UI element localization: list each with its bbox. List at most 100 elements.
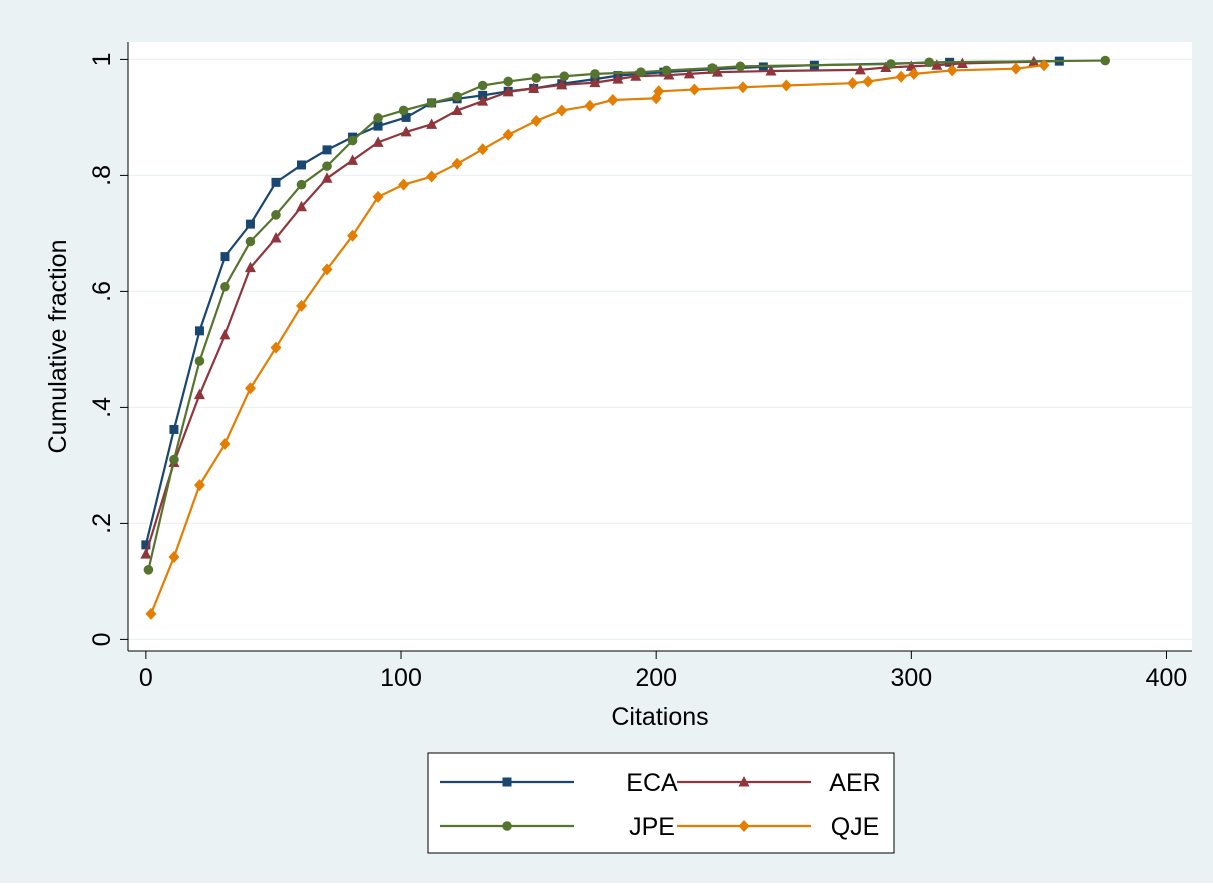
plot-area (128, 42, 1192, 651)
data-point (531, 73, 542, 83)
legend-item-eca: ECA (440, 769, 678, 797)
data-point (908, 67, 920, 80)
data-point (931, 59, 943, 70)
data-point (780, 79, 792, 92)
data-point (373, 113, 383, 123)
data-point (630, 70, 642, 81)
legend-label: AER (829, 769, 880, 797)
grid-lines (128, 58, 1192, 641)
data-point (688, 83, 700, 96)
data-point (607, 94, 619, 106)
data-point (194, 356, 205, 366)
data-point (372, 190, 384, 203)
axes: 0 100 200 300 400 0 .2 .4 .6 .8 1 (88, 42, 1192, 692)
data-point (220, 252, 230, 262)
data-point (556, 78, 568, 90)
data-point (711, 66, 723, 77)
series-qje (145, 59, 1050, 620)
legend-item-jpe: JPE (440, 813, 675, 841)
data-point (244, 382, 256, 395)
data-point (661, 65, 672, 76)
data-point (270, 341, 282, 354)
data-point (1100, 55, 1111, 66)
data-point (219, 437, 231, 450)
data-point (321, 172, 333, 183)
data-point (502, 85, 514, 97)
data-point (503, 76, 513, 87)
series-jpe (143, 55, 1111, 575)
data-point (590, 69, 600, 79)
y-tick-label: .2 (88, 513, 116, 534)
data-point (612, 73, 624, 84)
data-point (477, 95, 489, 106)
data-point (556, 104, 568, 117)
y-tick-label: .6 (88, 281, 116, 302)
data-point (477, 80, 488, 91)
data-point (193, 479, 205, 492)
data-point (270, 232, 282, 243)
data-point (502, 128, 514, 141)
data-point (854, 63, 866, 75)
data-point (452, 91, 462, 102)
data-point (271, 210, 281, 220)
x-tick-label: 0 (139, 664, 153, 692)
data-point (765, 65, 777, 76)
data-point (886, 59, 896, 69)
legend-item-aer: AER (677, 769, 881, 797)
data-point (924, 57, 934, 68)
data-point (559, 71, 570, 82)
data-point (168, 551, 180, 564)
data-point (219, 328, 231, 340)
legend-label: QJE (831, 813, 880, 841)
legend-label: ECA (626, 769, 678, 797)
data-point (169, 424, 179, 434)
data-point (1038, 59, 1050, 72)
data-point (193, 388, 205, 400)
data-point (707, 63, 718, 73)
data-point (528, 82, 540, 93)
data-point (297, 160, 307, 170)
legend: ECA AER JPE QJE (427, 752, 895, 854)
data-point (895, 70, 907, 83)
data-point (321, 263, 333, 276)
data-point (401, 112, 411, 122)
data-point (322, 145, 332, 155)
data-point (880, 61, 892, 73)
data-point (451, 104, 463, 115)
data-point (169, 454, 179, 465)
data-point (847, 77, 859, 90)
x-tick-label: 200 (635, 664, 677, 692)
data-point (194, 326, 204, 336)
data-point (322, 161, 332, 171)
data-point (244, 261, 256, 273)
data-point (372, 136, 384, 147)
data-point (862, 75, 874, 88)
data-point (245, 219, 255, 229)
data-point (141, 540, 151, 550)
data-point (245, 236, 256, 247)
data-point (426, 98, 437, 108)
data-point (220, 281, 230, 292)
data-point (737, 81, 749, 94)
y-tick-label: .8 (88, 165, 116, 186)
data-point (398, 105, 409, 116)
data-point (589, 76, 601, 88)
y-axis-label: Cumulative fraction (44, 240, 72, 454)
y-tick-label: 0 (88, 632, 116, 646)
x-tick-label: 300 (890, 664, 932, 692)
x-axis-label: Citations (611, 703, 708, 731)
legend-swatch-marker (502, 777, 512, 787)
data-point (296, 299, 308, 312)
data-point (373, 121, 383, 131)
legend-swatch-marker (738, 776, 750, 787)
data-point (347, 135, 358, 146)
data-point (271, 177, 281, 187)
series-lines (140, 55, 1111, 620)
data-point (143, 565, 154, 575)
data-point (946, 64, 958, 77)
x-tick-label: 400 (1146, 664, 1188, 692)
data-point (296, 179, 307, 190)
y-tick-label: .4 (88, 397, 116, 418)
